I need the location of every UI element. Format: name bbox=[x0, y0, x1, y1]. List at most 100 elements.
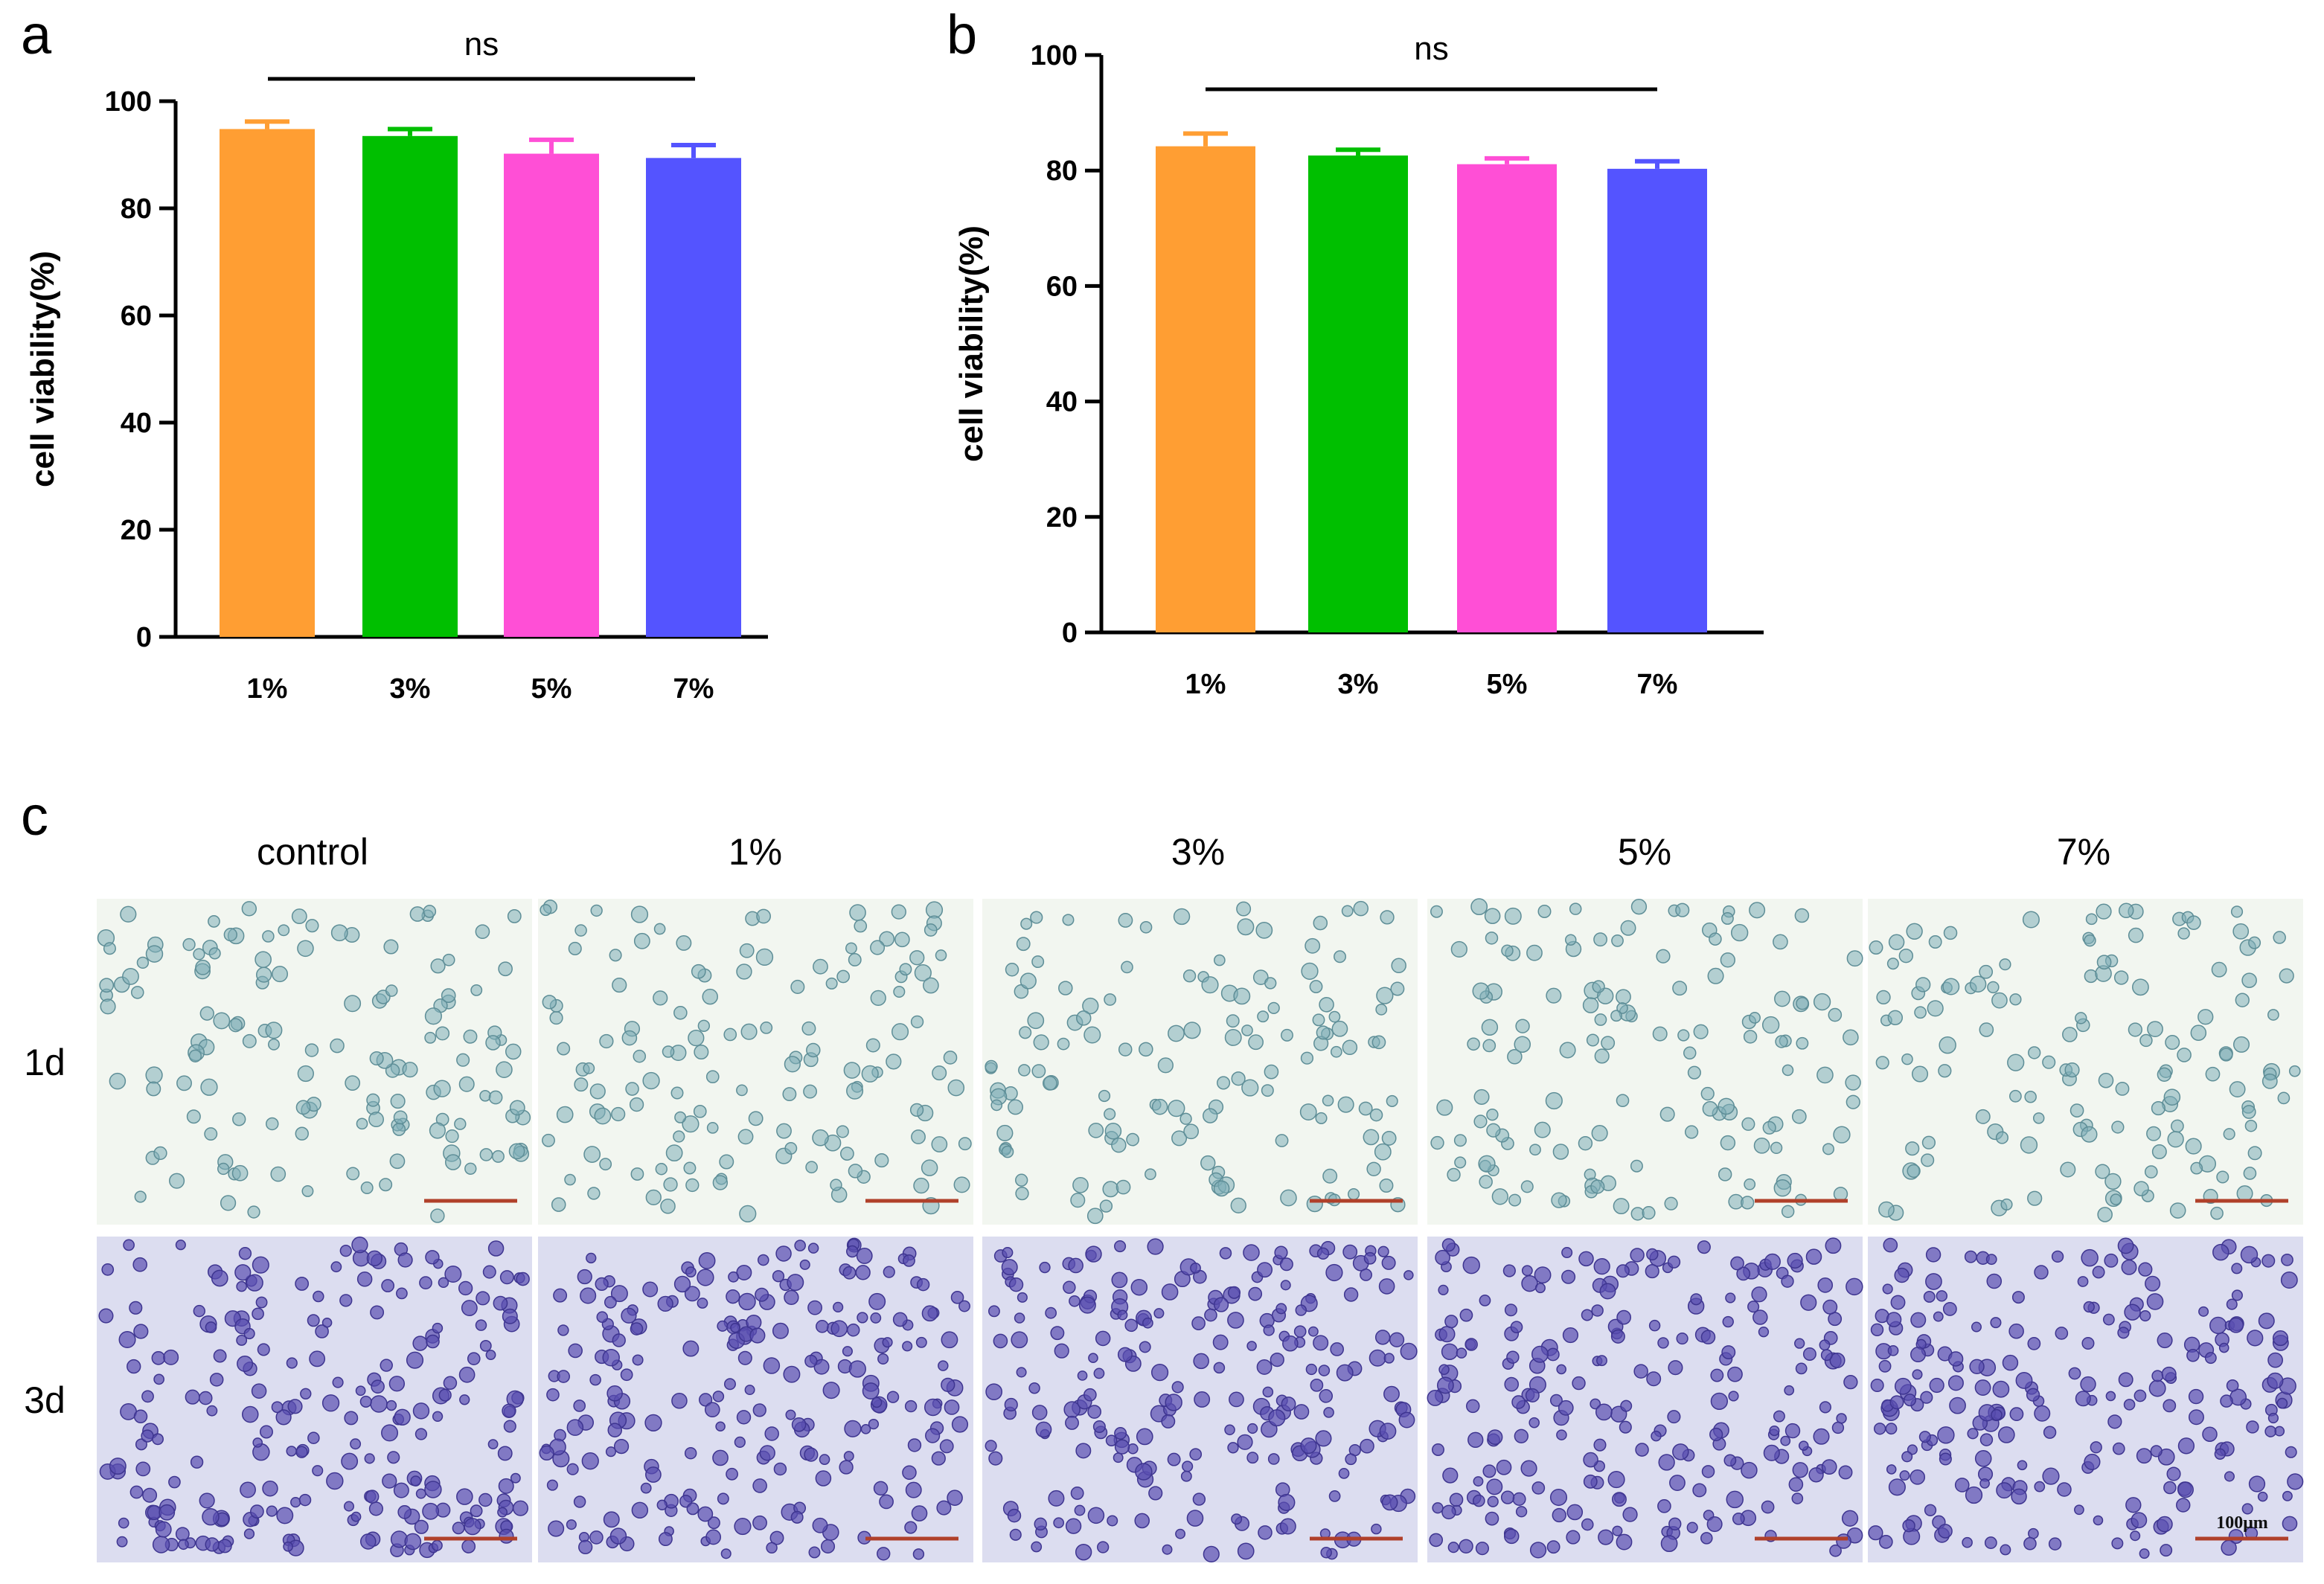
cell bbox=[1725, 1292, 1736, 1304]
cell bbox=[182, 937, 196, 952]
cell bbox=[188, 1049, 202, 1062]
cell bbox=[988, 1305, 1000, 1318]
cell bbox=[1761, 1016, 1780, 1034]
cell bbox=[1657, 1337, 1669, 1349]
cell bbox=[1727, 1366, 1743, 1382]
cell bbox=[1684, 1125, 1699, 1139]
cell bbox=[1537, 904, 1552, 918]
cell bbox=[1267, 1453, 1280, 1465]
cell bbox=[409, 906, 426, 922]
cell bbox=[1667, 1410, 1681, 1424]
cell bbox=[2267, 1372, 2284, 1389]
cell bbox=[1512, 1492, 1526, 1506]
cell bbox=[1720, 912, 1734, 925]
cell bbox=[176, 1075, 192, 1091]
cell bbox=[2042, 1467, 2060, 1485]
cell bbox=[1310, 1378, 1324, 1392]
cell bbox=[1697, 1240, 1711, 1254]
cell bbox=[1150, 1363, 1169, 1382]
cell bbox=[1502, 1264, 1516, 1277]
cell bbox=[726, 1467, 738, 1481]
cell bbox=[958, 1300, 970, 1312]
cell bbox=[1645, 1263, 1659, 1279]
cell bbox=[604, 1295, 617, 1309]
cell bbox=[939, 1439, 954, 1454]
cell bbox=[1546, 987, 1562, 1004]
cell bbox=[2028, 1527, 2039, 1539]
cell bbox=[241, 901, 257, 917]
cell bbox=[1903, 1394, 1917, 1407]
cell bbox=[613, 1438, 630, 1455]
cell bbox=[2148, 1379, 2166, 1397]
cell bbox=[223, 928, 237, 942]
cell bbox=[813, 1359, 830, 1375]
cell bbox=[542, 1133, 555, 1147]
cell bbox=[855, 1265, 871, 1280]
cell bbox=[1162, 1544, 1173, 1555]
cell bbox=[1171, 1130, 1188, 1147]
cell bbox=[868, 1418, 880, 1430]
cell bbox=[485, 1350, 496, 1360]
cell bbox=[1057, 1037, 1070, 1051]
cell bbox=[1886, 958, 1899, 970]
cell bbox=[123, 1239, 135, 1251]
cell bbox=[1093, 1367, 1105, 1379]
cell bbox=[2017, 1460, 2028, 1471]
cell bbox=[2118, 1372, 2133, 1388]
cell bbox=[432, 1411, 444, 1422]
cell bbox=[1099, 1199, 1113, 1213]
cell bbox=[985, 1383, 1003, 1401]
cell bbox=[1295, 1304, 1307, 1316]
bar-3pct bbox=[362, 135, 458, 638]
cell bbox=[1773, 1410, 1785, 1423]
cell bbox=[1473, 1115, 1488, 1129]
cell bbox=[1886, 1464, 1897, 1475]
cell bbox=[573, 1495, 586, 1508]
cell bbox=[1473, 1494, 1485, 1507]
cell bbox=[1616, 989, 1631, 1005]
cell bbox=[1145, 1168, 1156, 1181]
cell bbox=[1868, 1525, 1883, 1541]
cell bbox=[1325, 1263, 1343, 1282]
cell bbox=[2111, 1120, 2125, 1134]
cell bbox=[1611, 1492, 1627, 1507]
cell bbox=[1213, 1362, 1226, 1374]
cell bbox=[1658, 1454, 1675, 1471]
cell bbox=[1213, 1180, 1230, 1197]
cell bbox=[871, 1397, 883, 1408]
cell bbox=[2151, 1370, 2164, 1382]
cell bbox=[2042, 1055, 2056, 1069]
cell bbox=[1374, 1330, 1391, 1345]
cell bbox=[1775, 1035, 1788, 1048]
cell bbox=[1031, 1064, 1046, 1079]
cell bbox=[1619, 1420, 1632, 1434]
cell bbox=[953, 1176, 970, 1193]
cell bbox=[1214, 954, 1226, 966]
cell bbox=[1709, 932, 1722, 946]
cell bbox=[833, 1301, 844, 1312]
cell bbox=[1515, 1019, 1530, 1033]
cell bbox=[699, 1393, 713, 1407]
cell bbox=[1534, 1121, 1551, 1138]
cell bbox=[2081, 1248, 2099, 1267]
cell bbox=[262, 930, 275, 943]
cell bbox=[1583, 1452, 1598, 1468]
cell bbox=[985, 1059, 998, 1074]
cell bbox=[951, 1416, 969, 1433]
cell bbox=[482, 1265, 496, 1279]
cell bbox=[1068, 1257, 1083, 1274]
cell bbox=[1709, 1427, 1723, 1442]
cell bbox=[808, 1546, 821, 1559]
cell bbox=[621, 1030, 638, 1046]
cell bbox=[1991, 1408, 2003, 1421]
cell bbox=[566, 1519, 577, 1530]
cell bbox=[1549, 1488, 1568, 1507]
cell bbox=[2144, 1165, 2158, 1179]
cell bbox=[2011, 1291, 2025, 1304]
cell bbox=[1962, 1536, 1973, 1548]
cell bbox=[365, 1490, 380, 1504]
cell bbox=[557, 1324, 569, 1336]
cell bbox=[186, 1109, 201, 1124]
cell bbox=[857, 1312, 868, 1324]
cell bbox=[388, 1376, 406, 1392]
